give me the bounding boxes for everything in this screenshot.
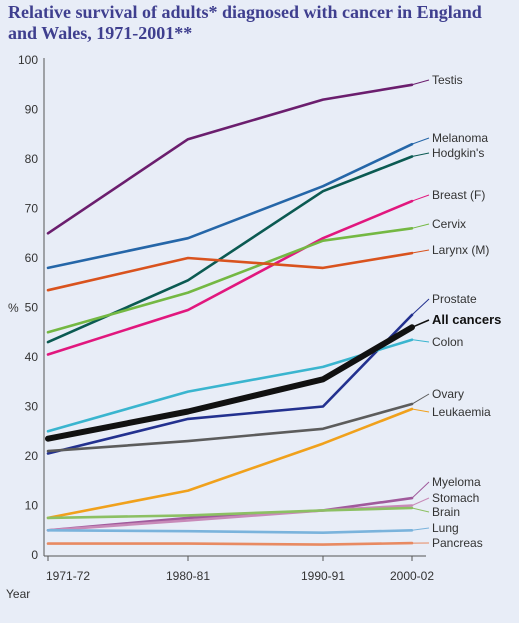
series-line-prostate bbox=[46, 313, 414, 455]
series-label-ovary: Ovary bbox=[432, 387, 464, 401]
series-line-hodgkin-s bbox=[46, 155, 414, 344]
y-axis-label: % bbox=[8, 301, 19, 315]
y-tick-label: 90 bbox=[25, 103, 39, 117]
series-line-cervix bbox=[46, 227, 414, 334]
series-label-prostate: Prostate bbox=[432, 292, 477, 306]
series-line-brain bbox=[46, 506, 414, 520]
y-tick-label: 50 bbox=[25, 301, 39, 315]
series-leader-breast-f bbox=[411, 194, 430, 202]
y-tick-label: 40 bbox=[25, 350, 39, 364]
series-label-brain: Brain bbox=[432, 505, 460, 519]
series-label-all-cancers: All cancers bbox=[432, 312, 501, 327]
series-line-pancreas bbox=[46, 541, 414, 546]
y-tick-label: 30 bbox=[25, 400, 39, 414]
x-tick-label: 2000-02 bbox=[390, 569, 434, 583]
x-axis-label: Year bbox=[6, 587, 30, 601]
series-leader-hodgkin-s bbox=[411, 152, 430, 158]
series-leader-lung bbox=[411, 527, 430, 531]
series-leader-larynx-m bbox=[411, 249, 430, 254]
series-leader-colon bbox=[411, 339, 430, 343]
series-label-hodgkin-s: Hodgkin's bbox=[432, 146, 484, 160]
x-tick-label: 1971-72 bbox=[46, 569, 90, 583]
series-leader-stomach bbox=[411, 497, 430, 506]
series-leader-myeloma bbox=[411, 481, 430, 499]
x-tick-label: 1990-91 bbox=[301, 569, 345, 583]
x-tick-label: 1980-81 bbox=[166, 569, 210, 583]
series-label-cervix: Cervix bbox=[432, 217, 466, 231]
series-label-pancreas: Pancreas bbox=[432, 536, 483, 550]
series-label-colon: Colon bbox=[432, 335, 463, 349]
series-leader-all-cancers bbox=[411, 319, 430, 328]
series-line-colon bbox=[46, 338, 414, 433]
series-leader-testis bbox=[411, 79, 430, 86]
series-line-leukaemia bbox=[46, 407, 414, 520]
series-label-breast-f: Breast (F) bbox=[432, 188, 485, 202]
series-line-lung bbox=[46, 528, 414, 535]
y-tick-label: 20 bbox=[25, 449, 39, 463]
series-leader-brain bbox=[411, 507, 430, 513]
series-line-ovary bbox=[46, 402, 414, 453]
series-label-testis: Testis bbox=[432, 73, 463, 87]
y-tick-label: 70 bbox=[25, 202, 39, 216]
series-line-larynx-m bbox=[46, 251, 414, 292]
series-leader-melanoma bbox=[411, 137, 430, 145]
series-label-stomach: Stomach bbox=[432, 491, 479, 505]
y-tick-label: 100 bbox=[18, 53, 38, 67]
series-leader-prostate bbox=[411, 298, 430, 316]
series-leader-ovary bbox=[411, 393, 430, 405]
y-tick-label: 80 bbox=[25, 152, 39, 166]
y-tick-label: 0 bbox=[31, 548, 38, 562]
series-leader-cervix bbox=[411, 223, 430, 229]
series-label-larynx-m: Larynx (M) bbox=[432, 243, 489, 257]
chart-title: Relative survival of adults* diagnosed w… bbox=[8, 2, 482, 43]
series-label-lung: Lung bbox=[432, 521, 459, 535]
series-leader-leukaemia bbox=[411, 408, 430, 413]
series-line-melanoma bbox=[46, 142, 414, 270]
series-line-all-cancers bbox=[45, 324, 415, 442]
series-line-testis bbox=[46, 83, 414, 235]
series-label-melanoma: Melanoma bbox=[432, 131, 488, 145]
y-tick-label: 60 bbox=[25, 251, 39, 265]
series-label-leukaemia: Leukaemia bbox=[432, 405, 491, 419]
series-line-breast-f bbox=[46, 199, 414, 356]
series-label-myeloma: Myeloma bbox=[432, 475, 481, 489]
y-tick-label: 10 bbox=[25, 499, 39, 513]
